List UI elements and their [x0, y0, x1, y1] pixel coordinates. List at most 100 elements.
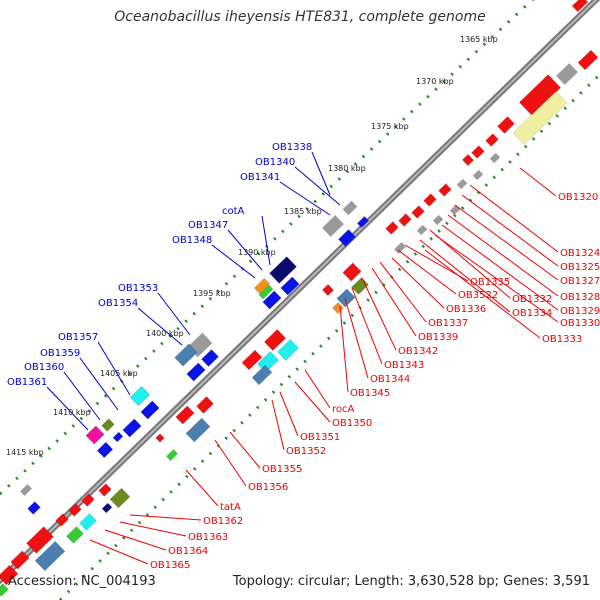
gene-label-minus: OB1363 [188, 532, 228, 543]
gene-block [101, 418, 115, 432]
gene-block [26, 526, 54, 554]
leader-line [311, 151, 331, 196]
leader-line [214, 439, 247, 487]
gene-block [175, 405, 195, 425]
gene-block [398, 213, 412, 227]
leader-line [397, 249, 457, 295]
gene-label-plus: OB1359 [40, 348, 80, 359]
gene-label-minus: OB1343 [384, 360, 424, 371]
tick-label: 1375 kbp [371, 122, 409, 131]
gene-label-minus: tatA [220, 502, 241, 513]
leader-line [294, 166, 341, 206]
gene-label-minus: OB1325 [560, 262, 600, 273]
leader-line [279, 391, 299, 437]
gene-labels: OB1338 OB1340 OB1341 cotA OB1347 OB1348 OB1353… [7, 142, 600, 571]
gene-block [258, 284, 274, 300]
gene-block [338, 229, 356, 247]
gene-block [262, 290, 282, 310]
gene-block [81, 493, 95, 507]
leader-line [129, 514, 202, 521]
tick-label: 1365 kbp [460, 35, 498, 44]
gene-block [112, 431, 124, 443]
gene-block [68, 503, 82, 517]
gene-block [109, 487, 131, 509]
gene-block [577, 49, 599, 71]
gene-label-minus: OB1334 [512, 308, 552, 319]
gene-block [489, 152, 501, 164]
gene-block [66, 526, 84, 544]
leader-line [304, 369, 331, 409]
gene-block [257, 351, 279, 373]
leader-line [404, 244, 469, 282]
gene-label-plus: OB1340 [255, 157, 295, 168]
gene-label-minus: OB1364 [168, 546, 208, 557]
gene-block [512, 91, 568, 145]
outer-guide-line [0, 0, 535, 496]
tick-label: 1370 kbp [416, 77, 454, 86]
leader-line [185, 469, 219, 507]
gene-block [342, 262, 362, 282]
gene-label-minus: OB1336 [446, 304, 486, 315]
gene-block [34, 540, 66, 572]
leader-line [339, 305, 349, 393]
gene-block [85, 425, 105, 445]
leader-line [447, 214, 559, 297]
gene-label-minus: OB1344 [370, 374, 410, 385]
gene-block [438, 183, 452, 197]
gene-label-minus: OB1350 [332, 418, 372, 429]
gene-label-minus: OB1355 [262, 464, 302, 475]
gene-label-plus: OB1354 [98, 298, 138, 309]
gene-label-minus: OB1351 [300, 432, 340, 443]
tick-label: 1380 kbp [328, 164, 366, 173]
gene-block [55, 513, 69, 527]
leader-line [97, 341, 131, 396]
leader-line [351, 287, 383, 365]
gene-label-minus: OB1333 [542, 334, 582, 345]
leader-line [137, 307, 183, 346]
gene-block [0, 583, 9, 597]
leader-line [89, 539, 149, 565]
gene-block [101, 502, 113, 514]
gene-label-minus: OB1335 [470, 277, 510, 288]
leader-line [79, 357, 119, 411]
gene-block [19, 484, 33, 496]
gene-block [165, 449, 179, 461]
gene-label-minus: OB1365 [150, 560, 190, 571]
accession-label: Accession: NC_004193 [8, 574, 156, 589]
gene-label-plus: OB1347 [188, 220, 228, 231]
gene-block [342, 200, 358, 216]
leader-line [361, 277, 397, 351]
gene-label-plus: OB1338 [272, 142, 312, 153]
leader-line [294, 381, 331, 423]
gene-block [356, 216, 370, 228]
gene-block [201, 349, 219, 367]
leader-line [261, 215, 271, 266]
leader-line [211, 244, 256, 279]
gene-label-minus: OB1337 [428, 318, 468, 329]
gene-block [571, 0, 589, 13]
gene-block [411, 205, 425, 219]
gene-label-minus: OB1362 [203, 516, 243, 527]
gene-block [96, 441, 114, 459]
tick-label: 1415 kbp [6, 448, 44, 457]
gene-block [10, 550, 30, 570]
leader-line [344, 297, 369, 379]
gene-block [27, 501, 41, 515]
gene-block [0, 564, 19, 586]
gene-block [321, 283, 335, 297]
gene-block [196, 396, 214, 414]
gene-block [280, 276, 300, 296]
tick-label: 1400 kbp [146, 329, 184, 338]
gene-label-plus: cotA [222, 206, 245, 217]
leader-line [391, 257, 445, 309]
leader-line [271, 399, 285, 451]
leader-line [229, 431, 261, 469]
tick-label: 1405 kbp [100, 369, 138, 378]
gene-label-minus: OB1332 [512, 294, 552, 305]
gene-block [98, 483, 112, 497]
tick-label: 1390 kbp [238, 248, 276, 257]
gene-label-minus: OB3522 [458, 290, 498, 301]
gene-label-minus: OB1330 [560, 318, 600, 329]
